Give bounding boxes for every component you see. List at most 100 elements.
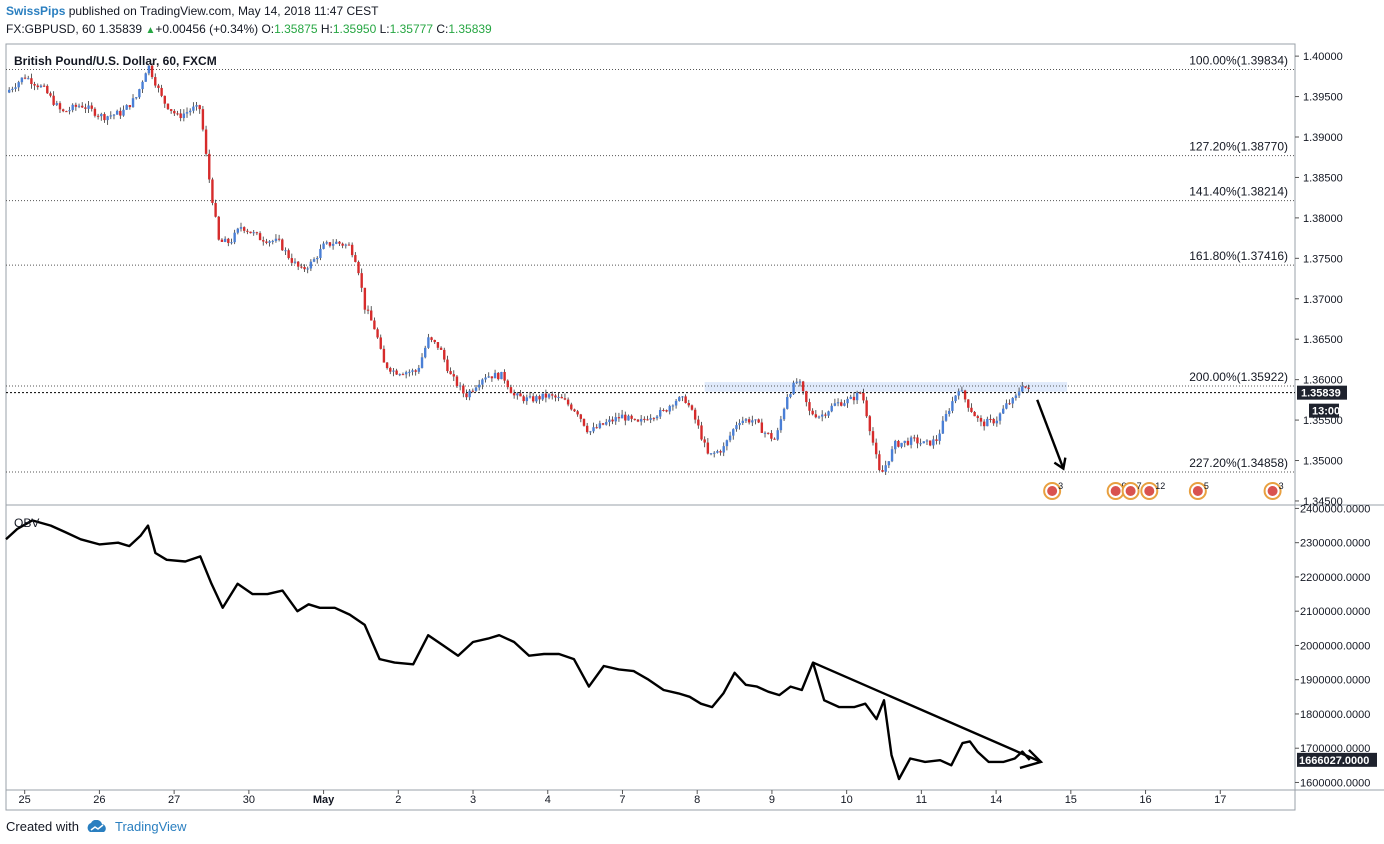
candle-body (417, 367, 421, 372)
candle-body (119, 110, 122, 116)
candle-body (887, 461, 891, 466)
candle-body (427, 337, 430, 348)
candle-body (36, 85, 39, 88)
candle-body (395, 370, 398, 375)
countdown-badge (1309, 403, 1339, 418)
candle-body (770, 433, 773, 439)
candle-body (500, 371, 503, 380)
price-tick-label: 1.35500 (1303, 415, 1343, 427)
published-text: published on TradingView.com, May 14, 20… (68, 4, 379, 18)
candle-body (439, 347, 443, 350)
candle-body (33, 83, 36, 86)
candle-body (795, 381, 798, 383)
candle-body (252, 232, 255, 234)
symbol-label: FX:GBPUSD, 60 (6, 22, 96, 36)
candle-body (262, 240, 265, 242)
candle-body (967, 399, 970, 408)
candle-body (420, 357, 424, 368)
candle-body (957, 391, 960, 396)
candle-body (782, 408, 786, 420)
candle-body (81, 105, 84, 108)
candle-body (360, 273, 363, 288)
candle-body (684, 396, 687, 403)
candle-body (703, 439, 706, 443)
candle-body (706, 442, 710, 454)
obv-tick-label: 1700000.0000 (1300, 743, 1370, 755)
time-tick-label: 26 (93, 794, 105, 806)
event-count: 3 (1058, 481, 1063, 491)
candle-body (52, 95, 55, 105)
candle-body (300, 266, 303, 268)
candle-body (751, 420, 754, 423)
candle-body (976, 416, 979, 418)
candle-body (455, 376, 459, 387)
candle-body (630, 415, 633, 419)
obv-tick-label: 2300000.0000 (1300, 538, 1370, 550)
candle-body (144, 73, 147, 82)
candle-body (598, 423, 602, 428)
candle-body (449, 371, 452, 375)
tradingview-link[interactable]: TradingView (114, 819, 187, 834)
candle-body (201, 109, 205, 130)
candle-body (693, 409, 697, 420)
candle-body (954, 395, 957, 402)
candle-body (798, 381, 802, 383)
candle-body (306, 268, 309, 270)
candle-body (757, 419, 760, 423)
candle-body (506, 380, 509, 388)
candle-body (697, 419, 700, 426)
obv-tick-label: 2200000.0000 (1300, 572, 1370, 584)
candle-body (77, 105, 81, 107)
candle-body (195, 105, 198, 107)
candle-body (817, 416, 821, 418)
candle-body (61, 109, 65, 112)
candle-body (652, 418, 656, 420)
current-price-badge (1297, 385, 1347, 400)
candle-body (722, 446, 725, 453)
candle-body (11, 88, 14, 90)
candle-body (922, 441, 926, 444)
candle-body (579, 414, 583, 419)
author-link[interactable]: SwissPips (6, 4, 66, 18)
last-price: 1.35839 (98, 22, 143, 36)
time-tick-label: 17 (1214, 794, 1226, 806)
countdown-label: 13:00 (1312, 406, 1340, 418)
candle-body (541, 393, 544, 400)
up-arrow-icon: ▲ (145, 25, 156, 36)
time-tick-label: 8 (694, 794, 700, 806)
candle-body (328, 242, 332, 246)
candle-body (576, 411, 579, 415)
candle-body (538, 396, 541, 400)
obv-tick-label: 2400000.0000 (1300, 503, 1370, 515)
candle-body (900, 442, 903, 447)
candle-body (385, 362, 389, 369)
candle-body (424, 347, 427, 358)
candle-body (446, 359, 449, 372)
candle-body (408, 371, 411, 373)
candle-body (830, 405, 833, 412)
candle-body (382, 348, 386, 363)
candle-body (112, 114, 116, 116)
obv-trendline-arrowhead (1019, 749, 1044, 770)
obv-value-label: 1666027.0000 (1299, 755, 1369, 767)
candle-body (106, 116, 109, 121)
candle-body (932, 439, 935, 446)
candle-body (204, 129, 208, 154)
candle-body (665, 410, 668, 412)
candle-body (855, 392, 859, 401)
candle-body (846, 398, 849, 404)
candle-body (732, 429, 735, 436)
candle-body (503, 371, 506, 381)
candle-body (944, 413, 948, 421)
candle-body (516, 393, 519, 396)
fib-level-label: 161.80%(1.37416) (1189, 249, 1288, 263)
candle-body (808, 402, 811, 411)
candle-body (39, 85, 43, 88)
candle-body (363, 287, 367, 310)
time-tick-label: 11 (916, 794, 927, 806)
candle-body (1014, 395, 1018, 399)
candle-body (728, 435, 732, 441)
candle-body (919, 443, 922, 445)
candle-body (814, 414, 818, 418)
